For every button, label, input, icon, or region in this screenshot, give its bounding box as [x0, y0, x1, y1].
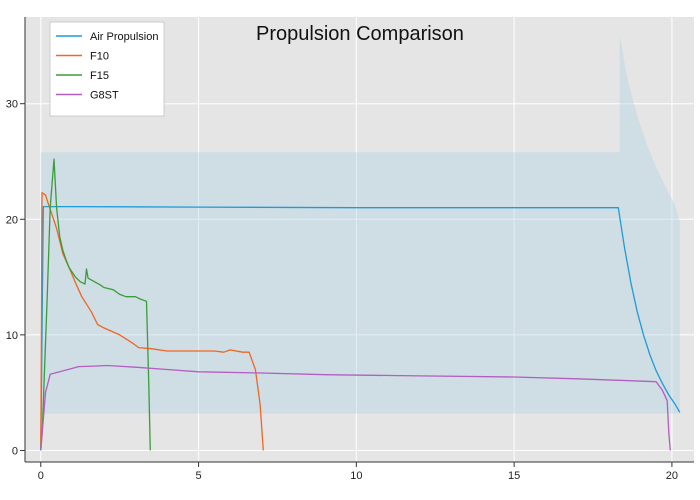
y-tick-label-2: 20 — [6, 214, 18, 226]
legend: Air Propulsion F10 F15 G8ST — [49, 21, 165, 117]
legend-label-f10: F10 — [90, 51, 109, 63]
legend-label-g8st: G8ST — [90, 90, 119, 102]
x-tick-label-4: 20 — [666, 470, 678, 482]
y-tick-label-0: 0 — [12, 445, 18, 457]
series-layer — [40, 158, 681, 451]
chart-title: Propulsion Comparison — [256, 23, 464, 45]
axes-layer: 0 5 10 15 20 0 10 20 30 — [6, 17, 694, 482]
x-tick-label-2: 10 — [350, 470, 362, 482]
x-tick-label-3: 15 — [508, 470, 520, 482]
legend-label-air-propulsion: Air Propulsion — [90, 31, 158, 43]
series-line-air-propulsion — [40, 205, 681, 451]
x-tick-label-1: 5 — [195, 470, 201, 482]
air-propulsion-band — [40, 36, 680, 414]
x-tick-label-0: 0 — [38, 470, 44, 482]
band-layer — [40, 36, 680, 414]
legend-label-f15: F15 — [90, 70, 109, 82]
legend-box — [49, 21, 165, 117]
y-tick-label-1: 10 — [6, 330, 18, 342]
series-line-g8st — [40, 364, 671, 451]
y-tick-label-3: 30 — [6, 99, 18, 111]
series-line-f15 — [40, 158, 151, 451]
series-line-f10 — [40, 192, 264, 451]
